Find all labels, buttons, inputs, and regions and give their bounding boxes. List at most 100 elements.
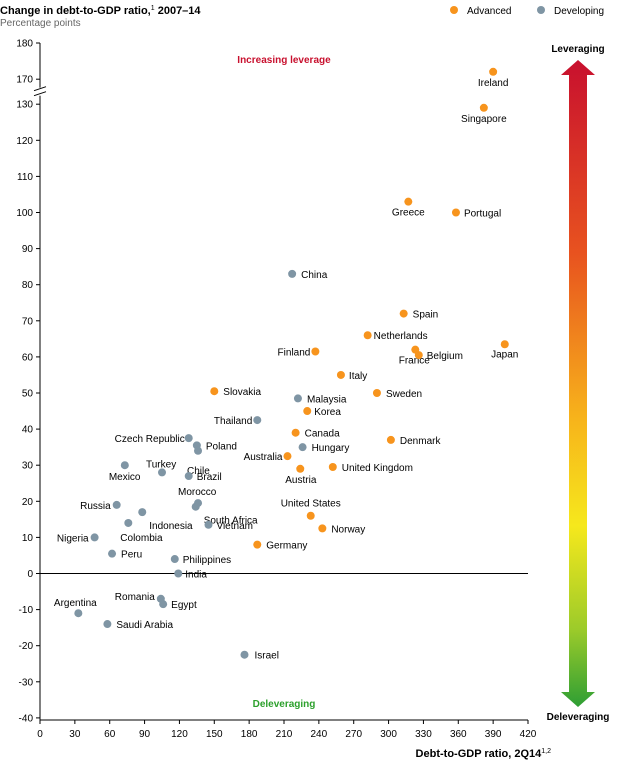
y-tick-label: 30 <box>22 461 34 472</box>
y-tick-label: 0 <box>27 569 33 580</box>
annotation-increasing-leverage: Increasing leverage <box>237 55 331 66</box>
point-malaysia <box>293 394 302 403</box>
annotation-deleveraging: Deleveraging <box>253 699 316 710</box>
x-tick-label: 420 <box>520 729 537 740</box>
point-saudi-arabia <box>103 620 112 629</box>
y-tick-label: 20 <box>22 497 34 508</box>
point-china <box>288 269 297 278</box>
point-canada <box>291 428 300 437</box>
point-label-hungary: Hungary <box>312 443 350 454</box>
point-label-ireland: Ireland <box>478 78 509 89</box>
y-axis-break <box>33 86 47 97</box>
point-south-africa <box>191 502 200 511</box>
point-label-china: China <box>301 270 328 281</box>
x-tick-label: 120 <box>171 729 188 740</box>
point-label-united-kingdom: United Kingdom <box>342 463 413 474</box>
point-label-morocco: Morocco <box>178 487 217 498</box>
point-sweden <box>372 389 381 397</box>
y-tick-label: -40 <box>19 713 34 724</box>
point-label-czech-republic: Czech Republic <box>115 434 185 445</box>
x-tick-label: 270 <box>345 729 362 740</box>
point-label-romania: Romania <box>115 592 155 603</box>
point-label-greece: Greece <box>392 208 425 219</box>
point-spain <box>399 309 408 318</box>
data-points: Ireland Singapore Greece Portugal Spain Nethe… <box>54 67 518 662</box>
point-label-israel: Israel <box>254 651 278 662</box>
point-label-japan: Japan <box>491 349 518 360</box>
point-label-slovakia: Slovakia <box>223 387 261 398</box>
point-label-argentina: Argentina <box>54 598 97 609</box>
legend: Advanced Developing <box>450 6 604 17</box>
point-norway <box>318 524 327 533</box>
x-tick-label: 330 <box>415 729 432 740</box>
point-portugal <box>451 208 460 217</box>
point-australia <box>283 452 292 461</box>
point-japan <box>500 340 509 349</box>
point-label-finland: Finland <box>278 347 311 358</box>
point-label-peru: Peru <box>121 550 142 561</box>
point-hungary <box>298 443 307 452</box>
gradient-bottom-label: Deleveraging <box>547 712 610 723</box>
point-peru <box>108 549 117 558</box>
point-denmark <box>386 435 395 444</box>
point-label-india: India <box>185 570 207 581</box>
y-tick-label: 40 <box>22 425 34 436</box>
point-greece <box>404 197 413 206</box>
point-label-spain: Spain <box>413 310 439 321</box>
point-india <box>174 569 183 578</box>
point-belgium <box>414 351 423 360</box>
point-label-malaysia: Malaysia <box>307 394 347 405</box>
point-label-vietnam: Vietnam <box>216 521 253 532</box>
point-label-germany: Germany <box>266 541 307 552</box>
legend-developing-marker <box>537 6 545 14</box>
point-egypt <box>159 600 168 609</box>
point-label-russia: Russia <box>80 501 111 512</box>
point-label-sweden: Sweden <box>386 389 422 400</box>
x-tick-label: 60 <box>104 729 116 740</box>
point-united-kingdom <box>328 463 337 472</box>
point-austria <box>296 464 305 473</box>
y-tick-label: 120 <box>16 136 33 147</box>
legend-advanced-marker <box>450 6 458 14</box>
y-tick-label: -20 <box>19 641 34 652</box>
legend-developing-label: Developing <box>554 6 604 17</box>
point-label-chile: Chile <box>187 466 210 477</box>
point-label-france: France <box>399 356 431 367</box>
x-tick-label: 240 <box>311 729 328 740</box>
x-tick-label: 180 <box>241 729 258 740</box>
x-axis-label: Debt-to-GDP ratio, 2Q141,2 <box>416 748 552 760</box>
point-label-colombia: Colombia <box>120 533 163 544</box>
point-label-singapore: Singapore <box>461 114 507 125</box>
point-israel <box>240 650 249 659</box>
y-tick-label: 100 <box>16 208 33 219</box>
point-label-philippines: Philippines <box>183 555 231 566</box>
point-ireland <box>489 67 498 76</box>
point-label-indonesia: Indonesia <box>149 521 193 532</box>
point-label-netherlands: Netherlands <box>374 331 428 342</box>
point-czech-republic <box>184 434 193 443</box>
point-united-states <box>306 511 315 520</box>
y-tick-label: 10 <box>22 533 34 544</box>
point-colombia <box>124 518 133 527</box>
point-label-belgium: Belgium <box>427 351 463 362</box>
point-label-australia: Australia <box>244 452 283 463</box>
x-tick-label: 0 <box>37 729 43 740</box>
point-finland <box>311 347 320 356</box>
point-chile <box>194 446 203 455</box>
point-russia <box>112 500 121 509</box>
x-tick-label: 210 <box>276 729 293 740</box>
y-tick-label: 180 <box>16 39 33 50</box>
leverage-gradient-bar: Leveraging Deleveraging <box>547 44 610 723</box>
y-tick-label: 130 <box>16 100 33 111</box>
point-label-norway: Norway <box>331 524 365 535</box>
point-label-austria: Austria <box>285 475 317 486</box>
point-label-turkey: Turkey <box>146 459 176 470</box>
point-label-brazil: Brazil <box>197 472 222 483</box>
point-label-saudi-arabia: Saudi Arabia <box>116 620 173 631</box>
gradient-top-label: Leveraging <box>551 44 604 55</box>
point-label-portugal: Portugal <box>464 209 501 220</box>
y-tick-label: 170 <box>16 75 33 86</box>
x-tick-label: 360 <box>450 729 467 740</box>
y-tick-label: 110 <box>17 172 33 183</box>
